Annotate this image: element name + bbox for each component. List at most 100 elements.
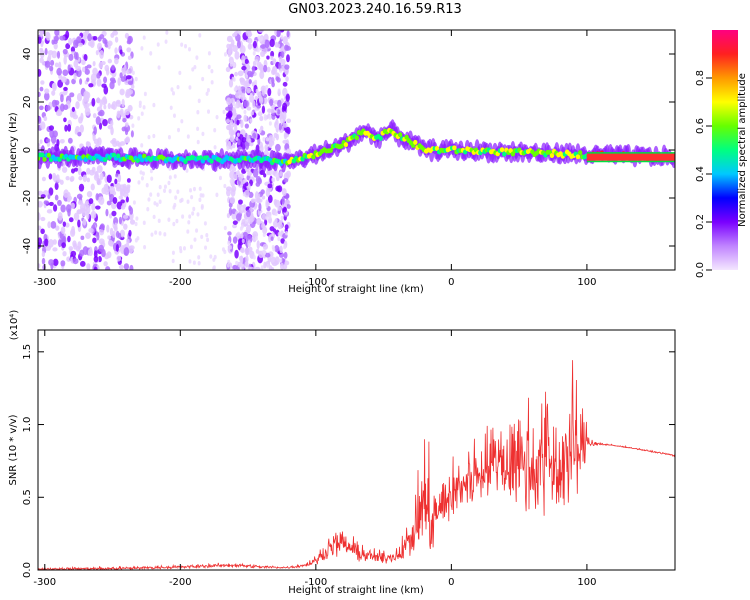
noise-point (105, 67, 110, 76)
noise-point (128, 245, 134, 254)
noise-point (137, 180, 141, 185)
noise-point (39, 139, 43, 144)
noise-point (51, 90, 56, 96)
noise-point (49, 65, 54, 72)
ridge-point (57, 156, 62, 162)
noise-point (277, 231, 281, 237)
noise-point (82, 31, 89, 37)
colorbar-tick-label: 0.2 (695, 214, 706, 230)
noise-point (125, 196, 129, 203)
noise-point (285, 93, 290, 102)
noise-point (44, 47, 48, 56)
noise-point (153, 201, 157, 206)
noise-point (98, 196, 105, 205)
noise-point (122, 185, 127, 193)
noise-point (210, 80, 214, 85)
noise-point (265, 84, 269, 90)
snr-scale-label: (x10⁴) (9, 310, 20, 341)
y-tick-label: 20 (22, 96, 33, 109)
noise-point (71, 78, 76, 85)
noise-point (45, 31, 51, 41)
noise-point (181, 214, 185, 219)
noise-point (245, 181, 249, 187)
noise-point (134, 76, 138, 82)
noise-point (252, 168, 259, 178)
noise-point (234, 249, 239, 259)
noise-point (116, 110, 121, 119)
noise-point (164, 39, 168, 44)
noise-point (39, 47, 44, 53)
noise-point (38, 68, 42, 77)
noise-point (245, 255, 249, 264)
noise-point (234, 104, 238, 109)
noise-point (87, 33, 92, 42)
ridge-point (137, 153, 143, 159)
noise-point (266, 263, 270, 269)
noise-point (188, 214, 192, 219)
noise-point (80, 235, 85, 240)
noise-point (84, 106, 91, 116)
noise-point (92, 60, 96, 67)
noise-point (226, 35, 233, 43)
noise-point (85, 200, 90, 205)
noise-point (156, 192, 160, 197)
noise-point (190, 194, 194, 200)
noise-point (93, 255, 99, 263)
y-tick-label: 1.0 (22, 417, 33, 433)
noise-point (98, 228, 105, 236)
noise-point (171, 250, 175, 255)
noise-point (47, 50, 54, 56)
noise-point (263, 149, 269, 156)
noise-point (99, 34, 105, 40)
noise-point (281, 188, 287, 197)
noise-point (279, 262, 284, 270)
noise-point (228, 245, 232, 250)
noise-point (248, 191, 254, 199)
noise-point (246, 87, 252, 94)
noise-point (235, 260, 239, 266)
noise-point (63, 55, 67, 65)
noise-point (76, 209, 81, 215)
noise-point (53, 42, 58, 50)
noise-point (97, 42, 103, 51)
noise-point (99, 223, 105, 230)
noise-point (143, 91, 147, 97)
noise-point (248, 138, 252, 143)
noise-point (158, 231, 162, 236)
noise-point (134, 238, 138, 243)
noise-point (185, 168, 189, 173)
noise-point (230, 122, 234, 127)
noise-point (106, 200, 112, 206)
noise-point (110, 120, 114, 127)
noise-point (280, 118, 284, 124)
noise-point (168, 189, 172, 194)
noise-point (262, 249, 266, 254)
noise-speckle (38, 30, 292, 270)
noise-point (131, 123, 135, 128)
noise-point (80, 202, 86, 212)
noise-point (67, 235, 71, 243)
noise-point (196, 212, 200, 217)
noise-point (186, 199, 190, 204)
noise-point (238, 94, 242, 100)
noise-point (252, 51, 256, 56)
noise-point (142, 35, 146, 40)
noise-point (129, 264, 134, 270)
noise-point (266, 169, 270, 176)
noise-point (261, 222, 266, 229)
noise-point (272, 136, 276, 142)
noise-point (117, 232, 122, 240)
noise-point (114, 178, 118, 185)
noise-point (240, 263, 246, 270)
noise-point (38, 212, 41, 221)
noise-point (75, 125, 80, 133)
noise-point (78, 42, 83, 47)
noise-point (225, 118, 231, 124)
noise-point (62, 69, 69, 76)
noise-point (117, 173, 122, 183)
noise-point (221, 247, 225, 252)
noise-point (68, 37, 73, 46)
noise-point (250, 198, 255, 203)
noise-point (75, 101, 80, 109)
noise-point (103, 85, 109, 95)
